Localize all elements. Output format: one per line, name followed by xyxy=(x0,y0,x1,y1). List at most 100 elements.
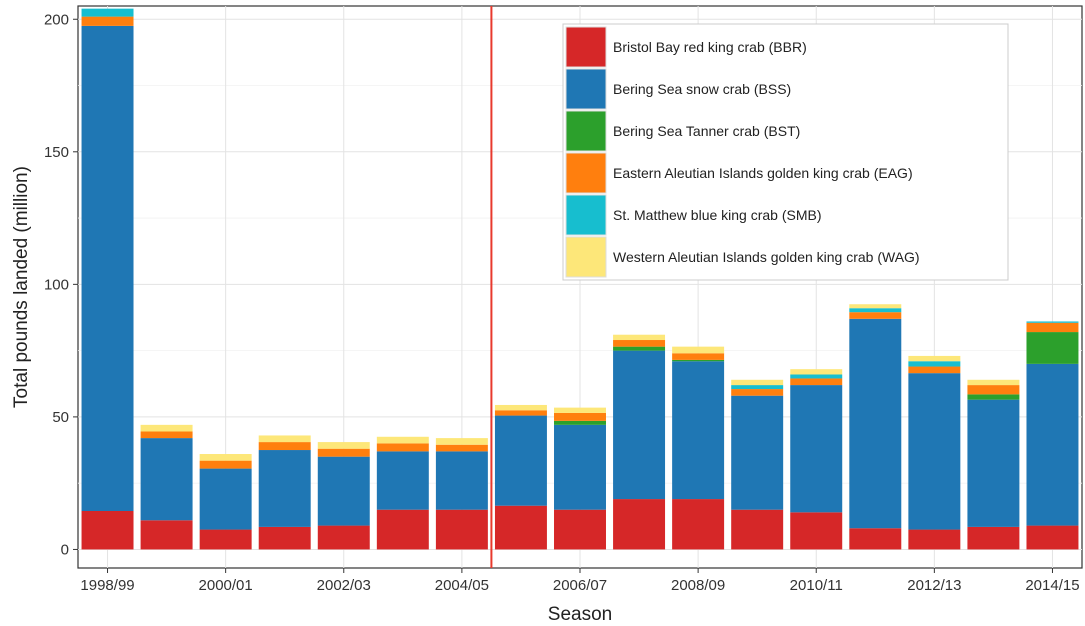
bar-segment xyxy=(376,451,429,510)
bar-segment xyxy=(849,528,902,550)
y-axis: 0 50 100 150 200 xyxy=(44,11,78,558)
y-tick-label: 150 xyxy=(44,144,69,161)
bar-segment xyxy=(81,25,134,512)
bar-segment xyxy=(790,378,843,386)
bar-segment xyxy=(908,355,961,362)
bar-segment xyxy=(731,509,784,550)
bar-segment xyxy=(494,410,547,416)
legend-swatch xyxy=(565,152,607,194)
bar-segment xyxy=(672,361,725,500)
bar-segment xyxy=(554,509,606,550)
legend-label: Bering Sea Tanner crab (BST) xyxy=(613,123,800,139)
bar-segment xyxy=(1026,332,1079,364)
legend: Bristol Bay red king crab (BBR) Bering Se… xyxy=(562,23,1009,281)
bar-segment xyxy=(849,312,902,319)
bar-segment xyxy=(376,443,429,452)
x-tick-label: 2000/01 xyxy=(199,577,253,594)
x-tick-label: 2004/05 xyxy=(435,577,489,594)
x-axis-title: Season xyxy=(548,604,612,625)
bar-segment xyxy=(1026,363,1079,526)
bar-segment xyxy=(554,412,606,421)
bar-segment xyxy=(1026,525,1079,550)
bar-segment xyxy=(967,379,1020,386)
bar-segment xyxy=(317,456,370,526)
legend-label: St. Matthew blue king crab (SMB) xyxy=(613,207,822,223)
bar-segment xyxy=(790,374,843,379)
bar-segment xyxy=(81,511,134,550)
bar-segment xyxy=(199,468,252,530)
bar-segment xyxy=(613,340,666,347)
y-tick-label: 0 xyxy=(61,541,69,558)
bar-segment xyxy=(672,346,725,354)
bar-segment xyxy=(376,509,429,550)
bar-segment xyxy=(1026,321,1079,323)
bar-segment xyxy=(140,438,193,521)
bar-segment xyxy=(613,346,666,351)
bar-segment xyxy=(731,395,784,510)
bar-segment xyxy=(140,520,193,550)
bar-segment xyxy=(554,407,606,413)
bar-segment xyxy=(258,450,311,527)
x-tick-label: 2012/13 xyxy=(907,577,961,594)
bar-segment xyxy=(199,454,252,461)
bar-segment xyxy=(613,499,666,550)
bar-segment xyxy=(672,499,725,550)
bar-segment xyxy=(672,353,725,360)
legend-box xyxy=(562,23,1009,281)
bar-segment xyxy=(317,525,370,550)
bar-segment xyxy=(494,404,547,411)
bar-segment xyxy=(790,512,843,550)
bar-segment xyxy=(81,16,134,26)
legend-swatch xyxy=(565,110,607,152)
legend-swatch xyxy=(565,194,607,236)
bar-segment xyxy=(967,526,1020,550)
bar-segment xyxy=(849,308,902,313)
legend-swatch xyxy=(565,236,607,278)
bar-segment xyxy=(376,436,429,444)
bar-segment xyxy=(908,373,961,530)
x-tick-label: 2014/15 xyxy=(1025,577,1079,594)
y-tick-label: 200 xyxy=(44,11,69,28)
x-tick-label: 2010/11 xyxy=(790,577,843,594)
bar-segment xyxy=(731,379,784,386)
bar-segment xyxy=(731,389,784,396)
bar-segment xyxy=(908,366,961,374)
bar-segment xyxy=(908,529,961,550)
x-tick-label: 2008/09 xyxy=(671,577,725,594)
bar-stacks xyxy=(81,8,1079,550)
bar-segment xyxy=(81,8,134,17)
legend-swatch xyxy=(565,68,607,110)
bar-segment xyxy=(672,359,725,362)
bar-segment xyxy=(554,420,606,425)
x-tick-label: 2002/03 xyxy=(317,577,371,594)
x-axis: 1998/99 2000/01 2002/03 2004/05 2006/07 2008/… xyxy=(80,568,1080,594)
bar-segment xyxy=(849,318,902,529)
bar-segment xyxy=(849,304,902,309)
y-tick-label: 100 xyxy=(44,276,69,293)
legend-label: Eastern Aleutian Islands golden king cra… xyxy=(613,165,913,181)
bar-segment xyxy=(317,442,370,449)
bar-segment xyxy=(908,361,961,367)
bar-segment xyxy=(435,438,488,445)
bar-segment xyxy=(1026,322,1079,333)
bar-segment xyxy=(258,526,311,550)
y-tick-label: 50 xyxy=(52,409,69,426)
x-tick-label: 1998/99 xyxy=(80,577,134,594)
bar-segment xyxy=(967,399,1020,527)
legend-label: Western Aleutian Islands golden king cra… xyxy=(613,249,920,265)
bar-segment xyxy=(554,424,606,510)
bar-segment xyxy=(494,505,547,550)
bar-segment xyxy=(790,385,843,513)
bar-segment xyxy=(317,448,370,457)
x-tick-label: 2006/07 xyxy=(553,577,607,594)
bar-segment xyxy=(613,334,666,341)
bar-segment xyxy=(199,460,252,469)
bar-segment xyxy=(967,394,1020,400)
bar-segment xyxy=(140,424,193,432)
bar-segment xyxy=(140,431,193,439)
y-axis-title: Total pounds landed (million) xyxy=(11,166,32,408)
bar-segment xyxy=(199,529,252,550)
bar-segment xyxy=(258,435,311,443)
bar-segment xyxy=(967,385,1020,395)
